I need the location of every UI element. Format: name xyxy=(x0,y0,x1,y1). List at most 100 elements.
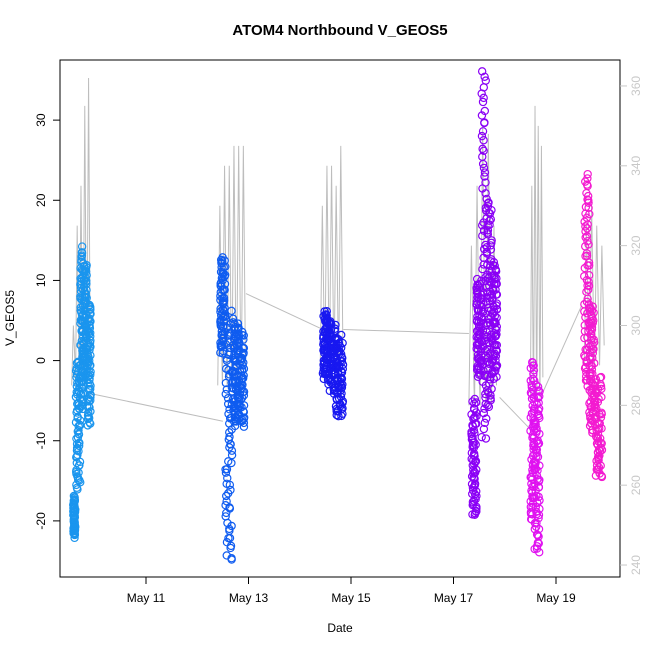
y-tick-label: 20 xyxy=(34,193,48,207)
data-point xyxy=(480,418,490,428)
data-point xyxy=(531,502,540,512)
data-point xyxy=(84,330,94,339)
data-point xyxy=(77,251,87,260)
data-point xyxy=(481,178,490,187)
secondary-transit-line xyxy=(343,328,469,334)
data-point xyxy=(84,408,93,417)
data-point xyxy=(532,424,541,433)
data-point xyxy=(337,343,346,352)
data-point xyxy=(489,257,499,267)
data-point xyxy=(472,274,482,284)
y2-tick-label: 340 xyxy=(629,155,643,175)
data-point xyxy=(580,217,589,226)
x-axis: May 11 May 13 May 15 May 17 May 19 xyxy=(127,577,576,605)
data-point xyxy=(483,226,493,235)
data-point xyxy=(221,468,231,477)
x-tick-label: May 15 xyxy=(331,591,371,605)
x-tick-label: May 13 xyxy=(229,591,269,605)
data-point xyxy=(597,408,606,418)
data-point xyxy=(484,198,493,207)
data-point xyxy=(483,202,493,211)
y2-tick-label: 300 xyxy=(629,315,643,335)
data-point xyxy=(337,330,346,340)
data-point xyxy=(534,477,544,486)
data-point xyxy=(482,414,491,423)
series-5 xyxy=(526,357,544,557)
data-point xyxy=(480,172,489,181)
data-point xyxy=(584,261,594,270)
data-point xyxy=(491,366,500,375)
x-tick-label: May 11 xyxy=(127,591,166,605)
data-point xyxy=(532,530,542,539)
data-point xyxy=(531,380,541,390)
data-point xyxy=(468,483,478,492)
data-point xyxy=(76,389,86,399)
data-point xyxy=(585,209,594,219)
data-point xyxy=(479,136,488,145)
data-point xyxy=(237,366,247,376)
data-point xyxy=(333,369,343,378)
data-point xyxy=(480,106,490,116)
y2-tick-label: 260 xyxy=(629,475,643,495)
data-point xyxy=(221,501,230,510)
data-point xyxy=(491,279,500,289)
data-point xyxy=(533,475,542,484)
data-point xyxy=(77,242,87,251)
data-point xyxy=(222,479,231,488)
data-point xyxy=(534,404,544,413)
data-point xyxy=(470,399,479,408)
series-2 xyxy=(216,253,249,564)
chart-title: ATOM4 Northbound V_GEOS5 xyxy=(232,22,447,39)
data-point xyxy=(234,400,243,409)
data-point xyxy=(334,335,343,344)
data-point xyxy=(467,448,477,458)
data-point xyxy=(583,285,593,294)
data-point xyxy=(223,473,232,483)
secondary-y-axis: 240 260 280 300 320 340 360 xyxy=(620,76,643,575)
data-point xyxy=(222,551,231,560)
data-point xyxy=(482,242,492,252)
data-point xyxy=(591,375,601,384)
y2-tick-label: 320 xyxy=(629,235,643,255)
scatter-points xyxy=(69,67,607,564)
data-point xyxy=(72,443,82,453)
data-point xyxy=(333,373,342,383)
y2-tick-label: 360 xyxy=(629,76,643,96)
data-point xyxy=(588,302,597,311)
data-point xyxy=(534,398,543,407)
data-point xyxy=(234,410,244,419)
data-point xyxy=(592,426,601,436)
data-point xyxy=(479,93,488,103)
data-point xyxy=(585,307,595,317)
data-point xyxy=(83,363,92,373)
data-point xyxy=(488,296,497,305)
data-point xyxy=(581,233,590,242)
data-point xyxy=(478,127,488,136)
data-point xyxy=(485,220,494,229)
data-point xyxy=(233,319,243,328)
series-1 xyxy=(69,242,95,543)
data-point xyxy=(222,385,232,394)
data-point xyxy=(481,240,490,250)
data-point xyxy=(532,518,541,528)
data-point xyxy=(226,485,235,495)
data-point xyxy=(477,67,487,76)
data-point xyxy=(332,349,342,358)
data-point xyxy=(480,118,489,127)
data-point xyxy=(72,452,82,461)
data-point xyxy=(221,311,230,321)
data-point xyxy=(74,426,83,435)
data-point xyxy=(535,392,544,401)
data-point xyxy=(230,421,240,431)
data-point xyxy=(234,414,244,424)
data-point xyxy=(85,375,94,385)
data-point xyxy=(580,271,589,281)
y-tick-label: -10 xyxy=(34,432,48,450)
data-point xyxy=(469,473,478,483)
data-point xyxy=(332,394,341,403)
data-point xyxy=(583,169,592,179)
x-tick-label: May 17 xyxy=(434,591,474,605)
data-point xyxy=(477,432,486,442)
data-point xyxy=(532,522,541,531)
y2-tick-label: 280 xyxy=(629,395,643,415)
